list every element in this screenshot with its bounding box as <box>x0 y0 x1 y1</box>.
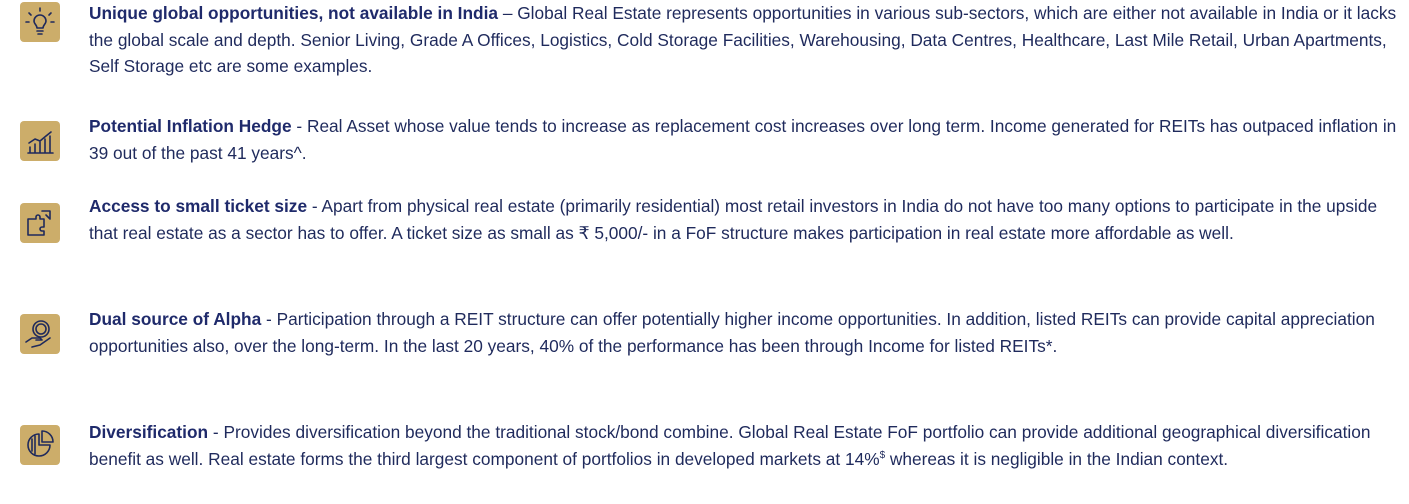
bulb-icon <box>20 2 60 42</box>
item-title: Diversification <box>89 422 209 442</box>
item-body: - Provides diversification beyond the tr… <box>89 422 1371 469</box>
item-text: Diversification - Provides diversificati… <box>89 419 1401 472</box>
item-title: Access to small ticket size <box>89 196 308 216</box>
item-title: Dual source of Alpha <box>89 309 262 329</box>
item-body-end: whereas it is negligible in the Indian c… <box>885 448 1229 469</box>
item-text: Unique global opportunities, not availab… <box>89 0 1401 80</box>
item-body: - Participation through a REIT structure… <box>89 309 1375 356</box>
item-title: Potential Inflation Hedge <box>89 116 292 136</box>
item-text: Access to small ticket size - Apart from… <box>89 193 1401 246</box>
pie-icon <box>20 425 60 465</box>
chart-icon <box>20 121 60 161</box>
puzzle-icon <box>20 203 60 243</box>
superscript: $ <box>879 449 886 461</box>
item-body: - Apart from physical real estate (prima… <box>89 196 1378 243</box>
item-body: – Global Real Estate represents opportun… <box>89 3 1397 76</box>
coin-hand-icon <box>20 314 60 354</box>
item-text: Dual source of Alpha - Participation thr… <box>89 306 1401 359</box>
item-title: Unique global opportunities, not availab… <box>89 3 499 23</box>
item-text: Potential Inflation Hedge - Real Asset w… <box>89 113 1401 166</box>
item-body: - Real Asset whose value tends to increa… <box>89 116 1397 163</box>
